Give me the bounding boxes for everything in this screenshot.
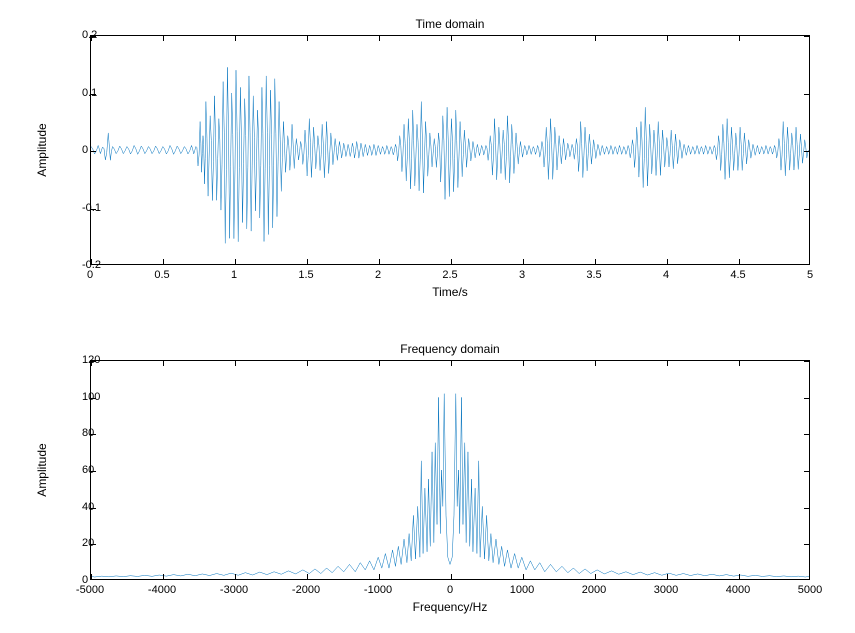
xtick-label: 2000 [582, 584, 606, 596]
frequency-domain-xlabel: Frequency/Hz [90, 600, 810, 614]
xtick-label: 5000 [798, 584, 822, 596]
frequency-domain-title: Frequency domain [90, 342, 810, 356]
frequency-domain-ylabel: Amplitude [35, 440, 49, 500]
figure-container: Time domain Time/s Amplitude 00.511.522.… [0, 0, 855, 633]
frequency-domain-waveform [91, 361, 809, 579]
xtick-label: -2000 [292, 584, 320, 596]
xtick-label: -1000 [364, 584, 392, 596]
xtick-label: 3000 [654, 584, 678, 596]
frequency-domain-plot-area [90, 360, 810, 580]
xtick-label: -4000 [148, 584, 176, 596]
xtick-label: 4000 [726, 584, 750, 596]
xtick-label: 0 [447, 584, 453, 596]
frequency-domain-panel: Frequency domain Frequency/Hz Amplitude … [0, 0, 855, 633]
xtick-label: -3000 [220, 584, 248, 596]
xtick-label: 1000 [510, 584, 534, 596]
xtick-label: -5000 [76, 584, 104, 596]
